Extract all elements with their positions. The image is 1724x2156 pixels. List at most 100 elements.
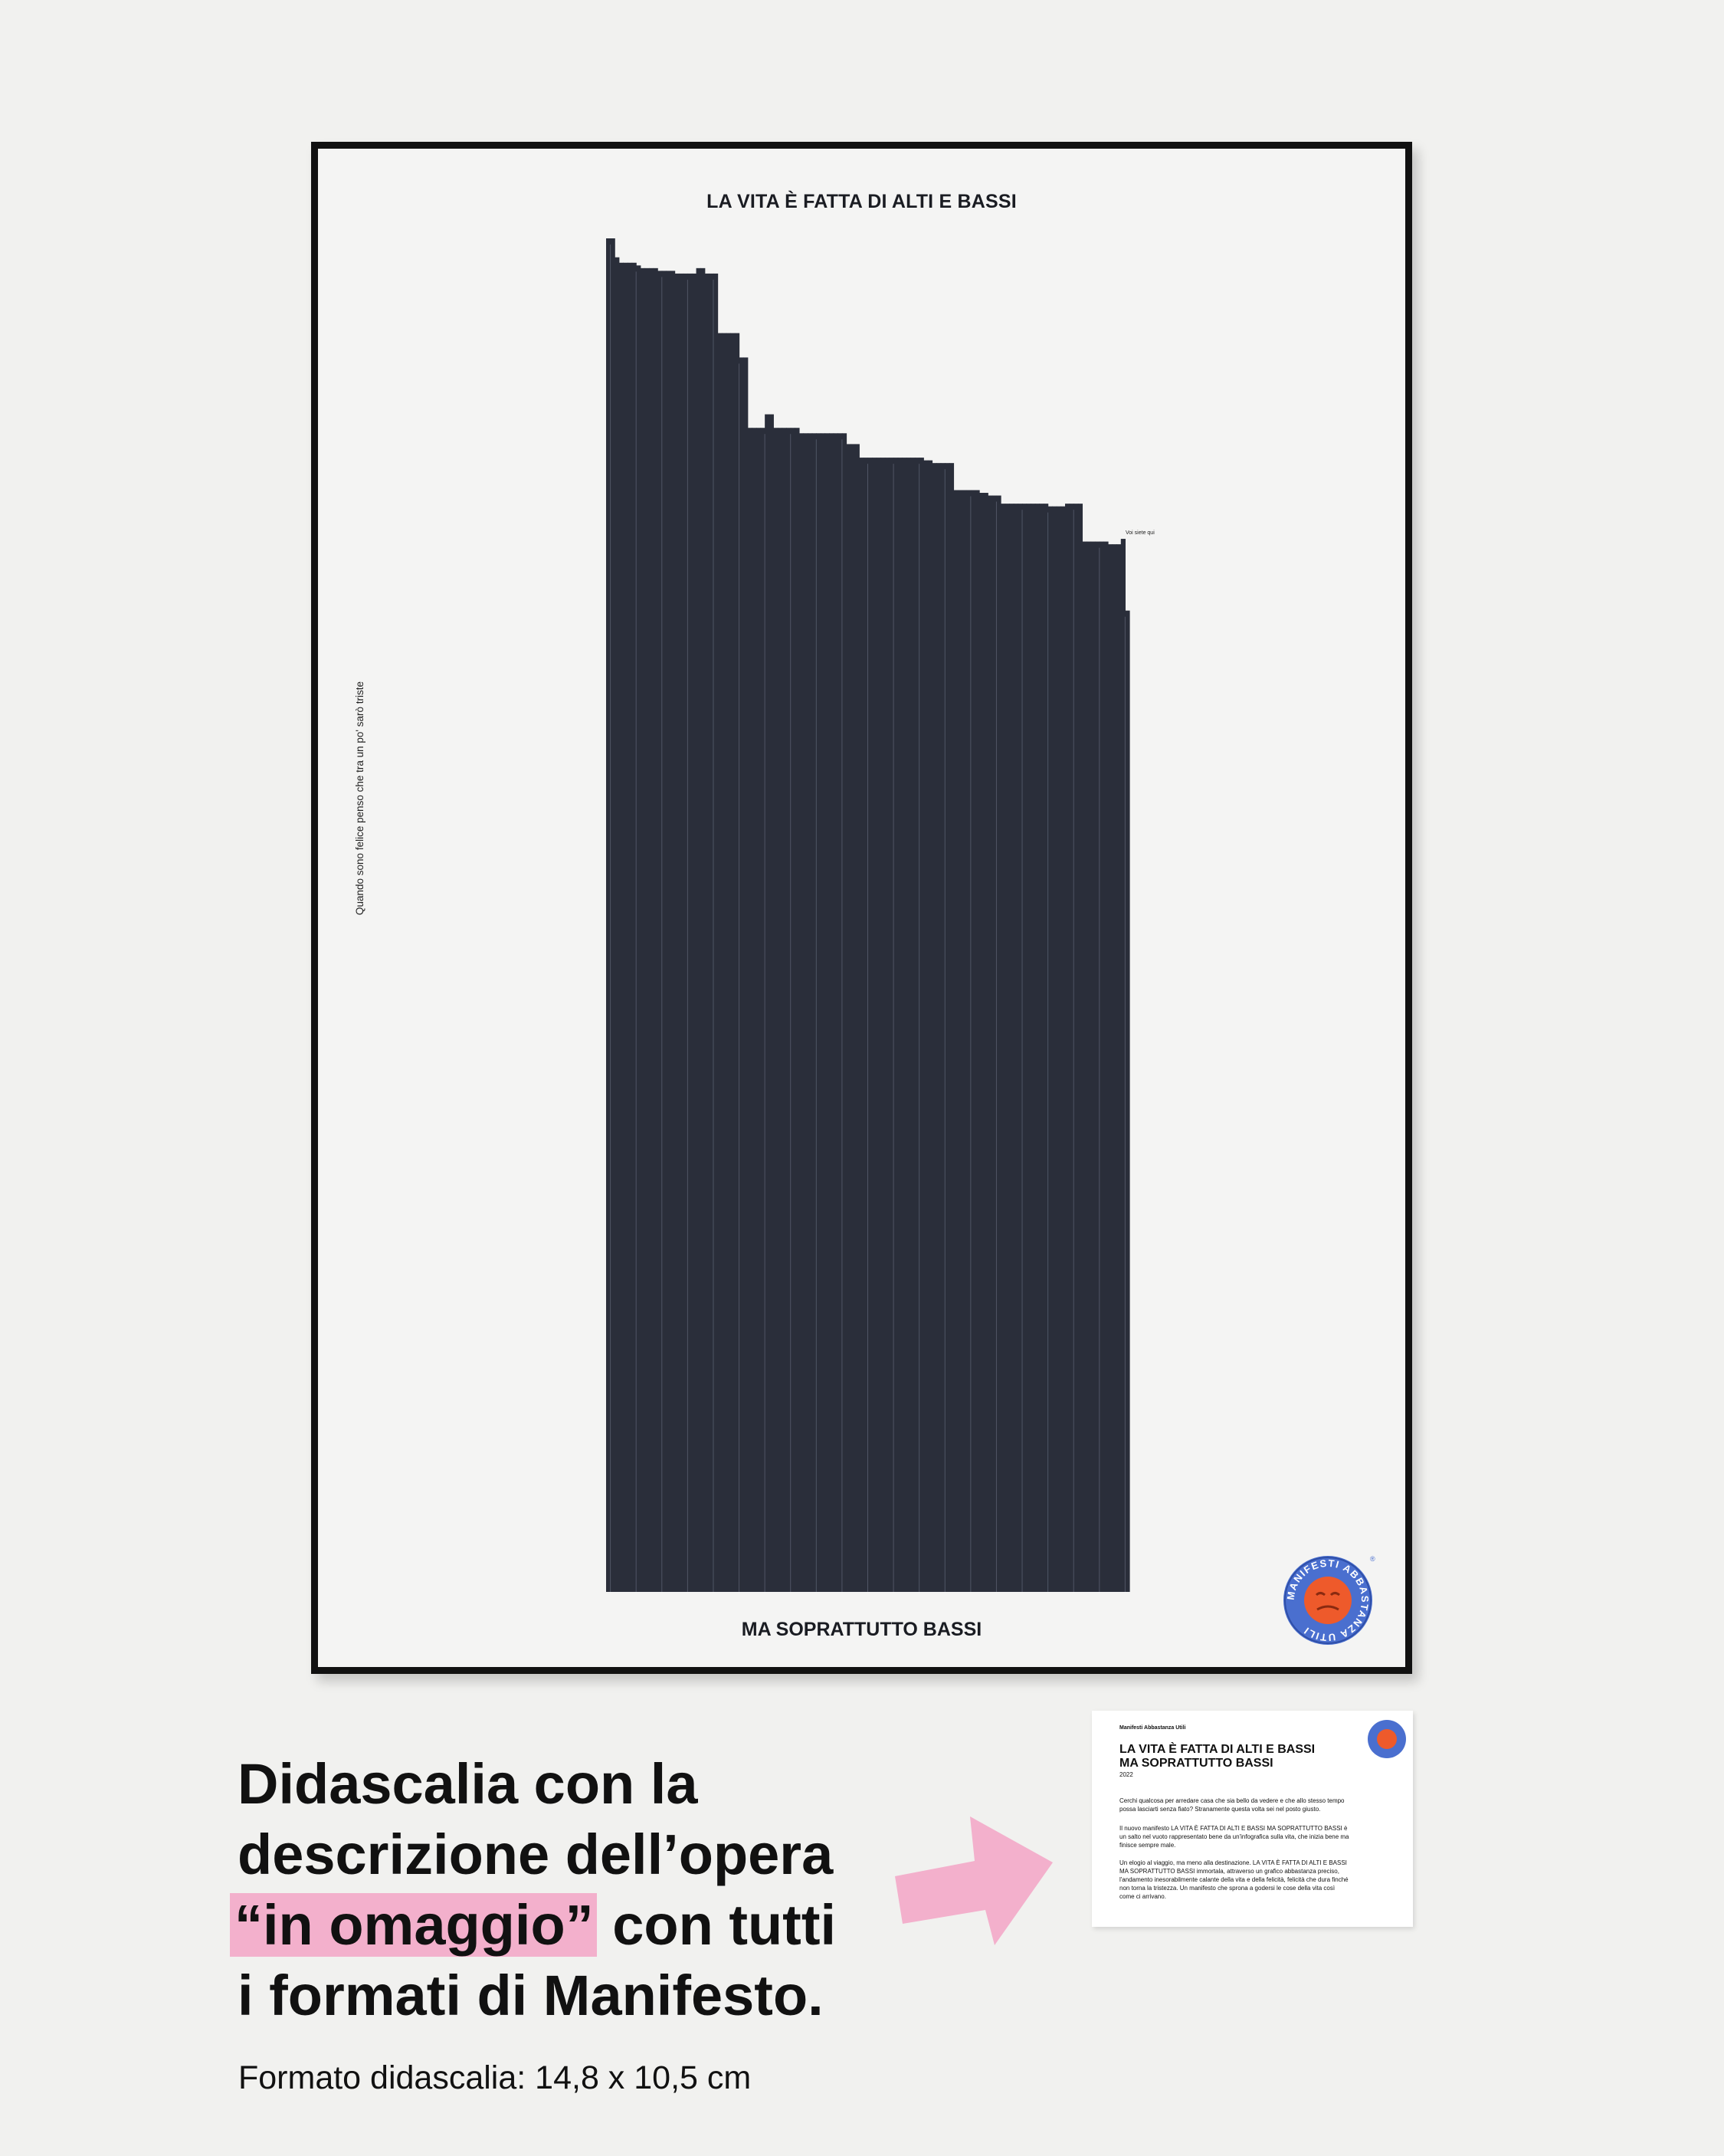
chart-bar [726,333,731,1592]
chart-bar [1044,504,1049,1592]
chart-bar [786,428,792,1592]
chart-bar [962,490,967,1592]
chart-bar [1090,541,1096,1592]
chart-bar [610,238,615,1592]
poster-title: LA VITA È FATTA DI ALTI E BASSI [706,191,1017,212]
chart-bar [1095,541,1100,1592]
chart-bar [752,428,757,1592]
chart-bar [1031,504,1036,1592]
caption-title: LA VITA È FATTA DI ALTI E BASSI MA SOPRA… [1119,1743,1315,1770]
chart-bar [991,495,998,1592]
headline: Didascalia con la descrizione dell’opera… [230,1749,836,2031]
chart-bar [1077,504,1083,1592]
chart-bar [837,433,843,1592]
chart-bar [820,433,826,1592]
chart-bar [841,433,847,1592]
chart-bar [936,463,942,1592]
chart-bar [713,273,719,1593]
chart-bar [915,458,920,1592]
chart-bar [704,273,710,1593]
chart-bar [683,273,688,1593]
chart-bar [1005,504,1010,1592]
chart-bar [808,433,813,1592]
chart-bar [674,273,680,1593]
chart-bar [880,458,886,1592]
manifesti-logo-badge: MANIFESTI ABBASTANZA UTILI ® [1283,1555,1375,1645]
chart-bar [773,428,778,1592]
chart-bar [932,463,937,1592]
bar-chart: Voi siete qui [606,238,1155,1593]
chart-bar [988,495,993,1592]
chart-bar [606,238,611,1592]
chart-bar [782,428,787,1592]
chart-bar [854,444,860,1593]
caption-year: 2022 [1119,1771,1133,1778]
chart-bar [730,333,736,1592]
poster-subtitle: MA SOPRATTUTTO BASSI [741,1619,982,1640]
chart-bar [958,490,963,1592]
chart-bar [996,495,1001,1592]
chart-bar [653,267,658,1593]
chart-bar [666,271,671,1592]
chart-bar [1009,504,1014,1592]
chart-bar [1116,544,1122,1592]
chart-bar [790,428,795,1592]
chart-bar [648,267,654,1593]
chart-bar [1013,504,1019,1592]
chart-bar [722,333,727,1592]
chart-annotation: Voi siete qui [1126,530,1155,536]
chart-bar [867,458,873,1592]
chart-bar [940,463,946,1592]
chart-bar [1125,610,1130,1592]
poster-frame: LA VITA È FATTA DI ALTI E BASSI Voi siet… [311,142,1412,1674]
format-note: Formato didascalia: 14,8 x 10,5 cm [238,2059,752,2096]
chart-bar [739,357,744,1592]
chart-bar [816,433,821,1592]
chart-bar [615,257,620,1593]
chart-bar [983,493,988,1592]
chart-bar [679,273,684,1593]
chart-bar [631,262,637,1592]
chart-bar [798,433,805,1592]
chart-bar [1069,504,1074,1592]
chart-bar [777,428,783,1592]
chart-bar [979,493,985,1592]
caption-card: Manifesti Abbastanza Utili LA VITA È FAT… [1092,1711,1413,1927]
chart-bar [1108,544,1113,1592]
chart-bar [1001,504,1006,1592]
chart-bar [755,428,762,1592]
chart-bar [795,428,800,1592]
chart-bar [876,458,881,1592]
chart-bar [829,433,834,1592]
chart-bar [872,458,877,1592]
headline-line-1: Didascalia con la [238,1752,698,1816]
chart-bar [803,433,808,1592]
chart-bar [1103,541,1109,1592]
chart-bar [747,428,752,1592]
chart-bar [700,267,706,1593]
chart-bar [1039,504,1044,1592]
chart-bar [661,271,667,1592]
chart-bar [1073,504,1079,1592]
chart-bar [910,458,916,1592]
chart-bar [644,267,650,1593]
chart-bar [897,458,903,1592]
chart-bar [884,458,890,1592]
chart-bar [945,463,950,1592]
chart-bar [709,273,714,1593]
chart-bar [636,265,641,1592]
chart-bar [687,273,693,1593]
chart-bar [851,444,856,1593]
caption-paragraph-1: Cerchi qualcosa per arredare casa che si… [1119,1797,1345,1813]
chart-bar [623,262,628,1592]
chart-bar [1022,504,1028,1592]
chart-bar [970,490,976,1592]
chart-bar [696,267,701,1593]
chart-bar [1047,506,1053,1592]
chart-bar [743,357,749,1592]
chart-bar [863,458,869,1592]
chart-bar [1082,541,1087,1592]
chart-bar [670,271,676,1592]
chart-bar [1065,504,1070,1592]
chart-bar [811,433,817,1592]
